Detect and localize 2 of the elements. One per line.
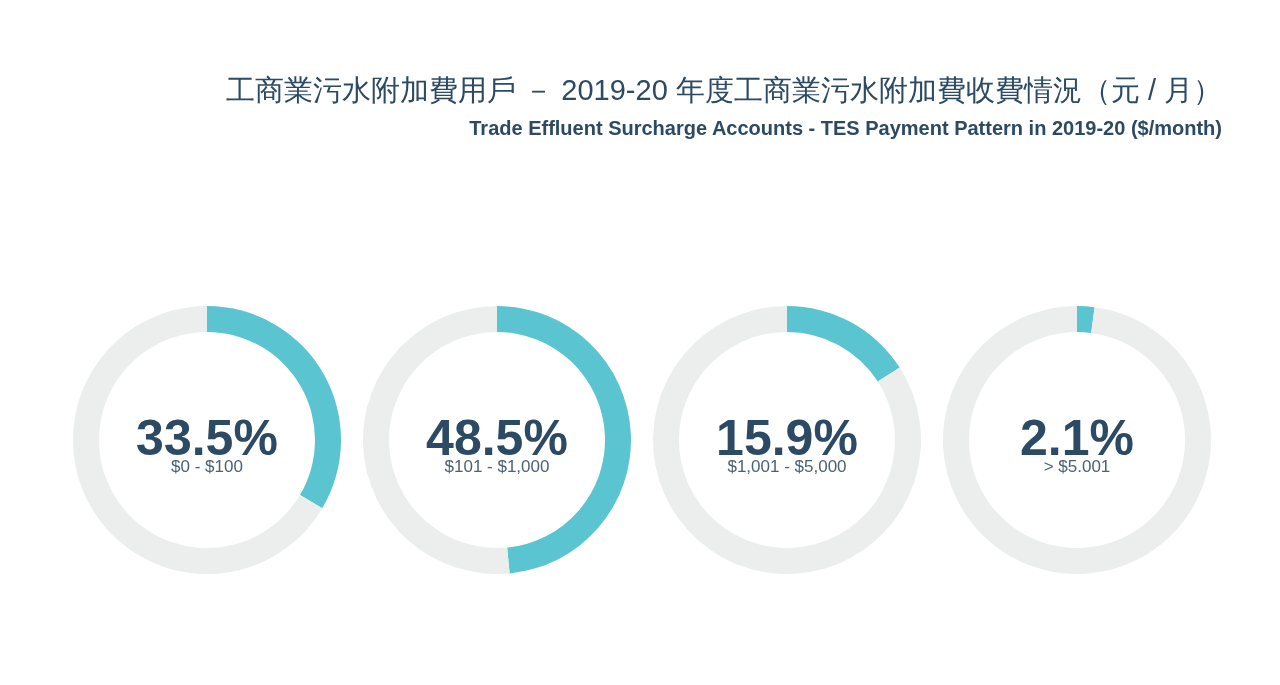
- text: Trade Effluent Surcharge Accounts - TES Payment Pattern in 2019-20 ($/month): [469, 117, 1222, 139]
- text: 工商業污水附加費用戶 － 2019-20 年度工商業污水附加費收費情況（元 / 月）: [226, 74, 1222, 106]
